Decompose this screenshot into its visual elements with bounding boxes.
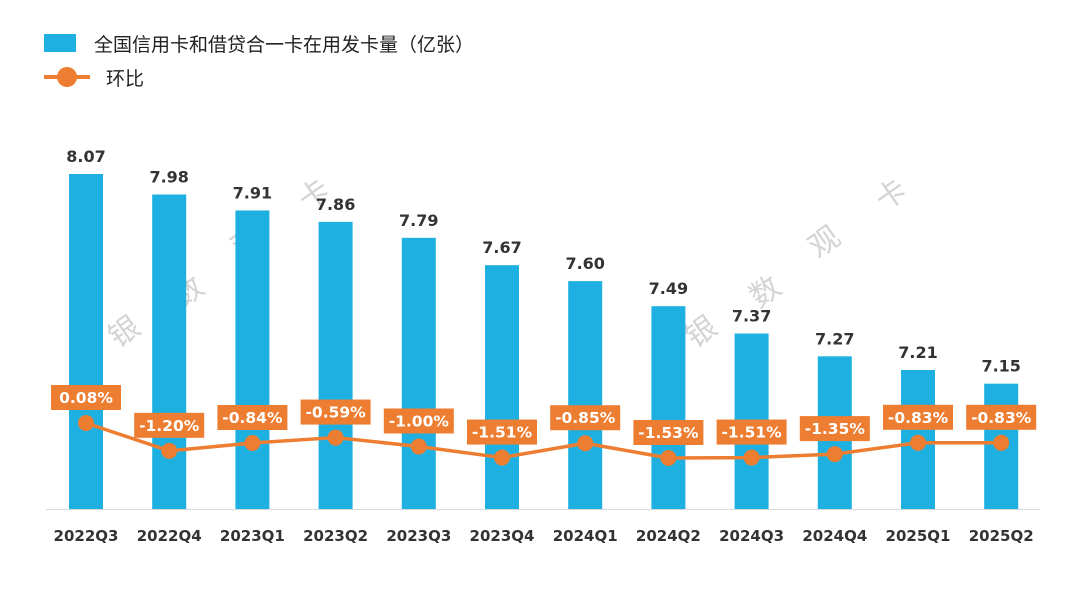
- line-point: [743, 449, 760, 466]
- bar-value-label: 7.49: [649, 279, 688, 298]
- line-value-label: -1.53%: [638, 424, 699, 442]
- line-value-label: -1.51%: [472, 424, 533, 442]
- bar-value-label: 7.98: [149, 168, 188, 187]
- line-label-box: [716, 419, 787, 445]
- line-value-label: -0.84%: [222, 409, 283, 427]
- line-value-label: 0.08%: [59, 389, 113, 407]
- x-tick-label: 2023Q1: [220, 527, 285, 545]
- line-series-path: [85, 421, 1002, 460]
- watermark-char: 卡: [869, 172, 914, 218]
- x-tick-label: 2023Q2: [303, 527, 368, 545]
- watermark-char: 观: [802, 219, 847, 265]
- bar-value-label: 7.15: [981, 357, 1020, 376]
- bar: [152, 194, 187, 510]
- line-point: [494, 449, 510, 466]
- line-value-label: -0.85%: [555, 409, 616, 427]
- line-label-box: [467, 419, 537, 445]
- bar-value-label: 7.21: [898, 343, 937, 362]
- line-label-box: [799, 416, 870, 442]
- line-value-label: -1.51%: [721, 424, 782, 442]
- x-tick-label: 2025Q1: [886, 527, 951, 545]
- bar-value-label: 7.67: [482, 238, 521, 257]
- x-tick-label: 2023Q3: [386, 527, 451, 545]
- x-tick-label: 2023Q4: [470, 527, 535, 545]
- line-label-box: [550, 405, 621, 431]
- line-point: [660, 450, 677, 466]
- bar: [401, 237, 436, 510]
- line-label-box: [966, 404, 1037, 430]
- x-tick-label: 2024Q1: [553, 527, 618, 545]
- bar-value-label: 7.37: [732, 307, 771, 326]
- line-value-label: -1.35%: [805, 420, 866, 438]
- x-tick-label: 2024Q2: [636, 527, 701, 545]
- legend-bar-swatch: [44, 34, 76, 52]
- legend: 全国信用卡和借贷合一卡在用发卡量（亿张） 环比: [44, 26, 474, 94]
- line-point: [577, 435, 594, 452]
- bar-value-label: 7.91: [233, 183, 272, 202]
- x-tick-label: 2025Q2: [969, 527, 1034, 545]
- line-label-box: [51, 385, 121, 410]
- legend-line-label: 环比: [106, 67, 145, 90]
- line-value-label: -1.00%: [389, 412, 450, 430]
- legend-line-swatch: [44, 67, 90, 87]
- legend-item-line: 环比: [44, 60, 474, 94]
- bar-value-label: 7.86: [316, 195, 355, 214]
- bar: [318, 221, 353, 509]
- line-value-label: -0.83%: [888, 409, 949, 427]
- legend-bar-label: 全国信用卡和借贷合一卡在用发卡量（亿张）: [94, 33, 475, 56]
- line-label-box: [217, 405, 288, 430]
- line-value-label: -0.83%: [971, 409, 1032, 427]
- line-point: [161, 442, 178, 459]
- line-point: [993, 434, 1010, 451]
- bar: [651, 306, 686, 509]
- x-tick-label: 2022Q3: [54, 527, 119, 545]
- bar: [485, 265, 519, 509]
- watermark-char: 银: [679, 309, 724, 355]
- line-point: [910, 434, 926, 451]
- bar-value-label: 7.27: [815, 329, 854, 348]
- x-tick-label: 2024Q3: [719, 527, 784, 545]
- line-point: [826, 446, 843, 463]
- legend-item-bar: 全国信用卡和借贷合一卡在用发卡量（亿张）: [44, 26, 474, 60]
- line-label-box: [633, 420, 704, 445]
- line-point: [410, 438, 427, 455]
- bar-value-label: 7.79: [399, 211, 438, 230]
- bar: [235, 210, 270, 509]
- x-tick-label: 2022Q4: [137, 527, 202, 545]
- watermark-char: 银: [102, 309, 147, 355]
- line-label-box: [134, 412, 205, 438]
- bar: [568, 281, 603, 509]
- line-label-box: [883, 404, 953, 430]
- line-label-box: [300, 399, 371, 425]
- x-tick-label: 2024Q4: [802, 527, 867, 545]
- bar-value-label: 7.60: [565, 254, 604, 273]
- line-label-box: [383, 408, 454, 434]
- line-value-label: -1.20%: [139, 417, 200, 435]
- line-point: [327, 429, 344, 446]
- bar-value-label: 8.07: [66, 147, 105, 166]
- bar: [69, 174, 103, 509]
- line-point: [244, 435, 261, 451]
- line-value-label: -0.59%: [305, 404, 366, 422]
- line-point: [78, 415, 94, 431]
